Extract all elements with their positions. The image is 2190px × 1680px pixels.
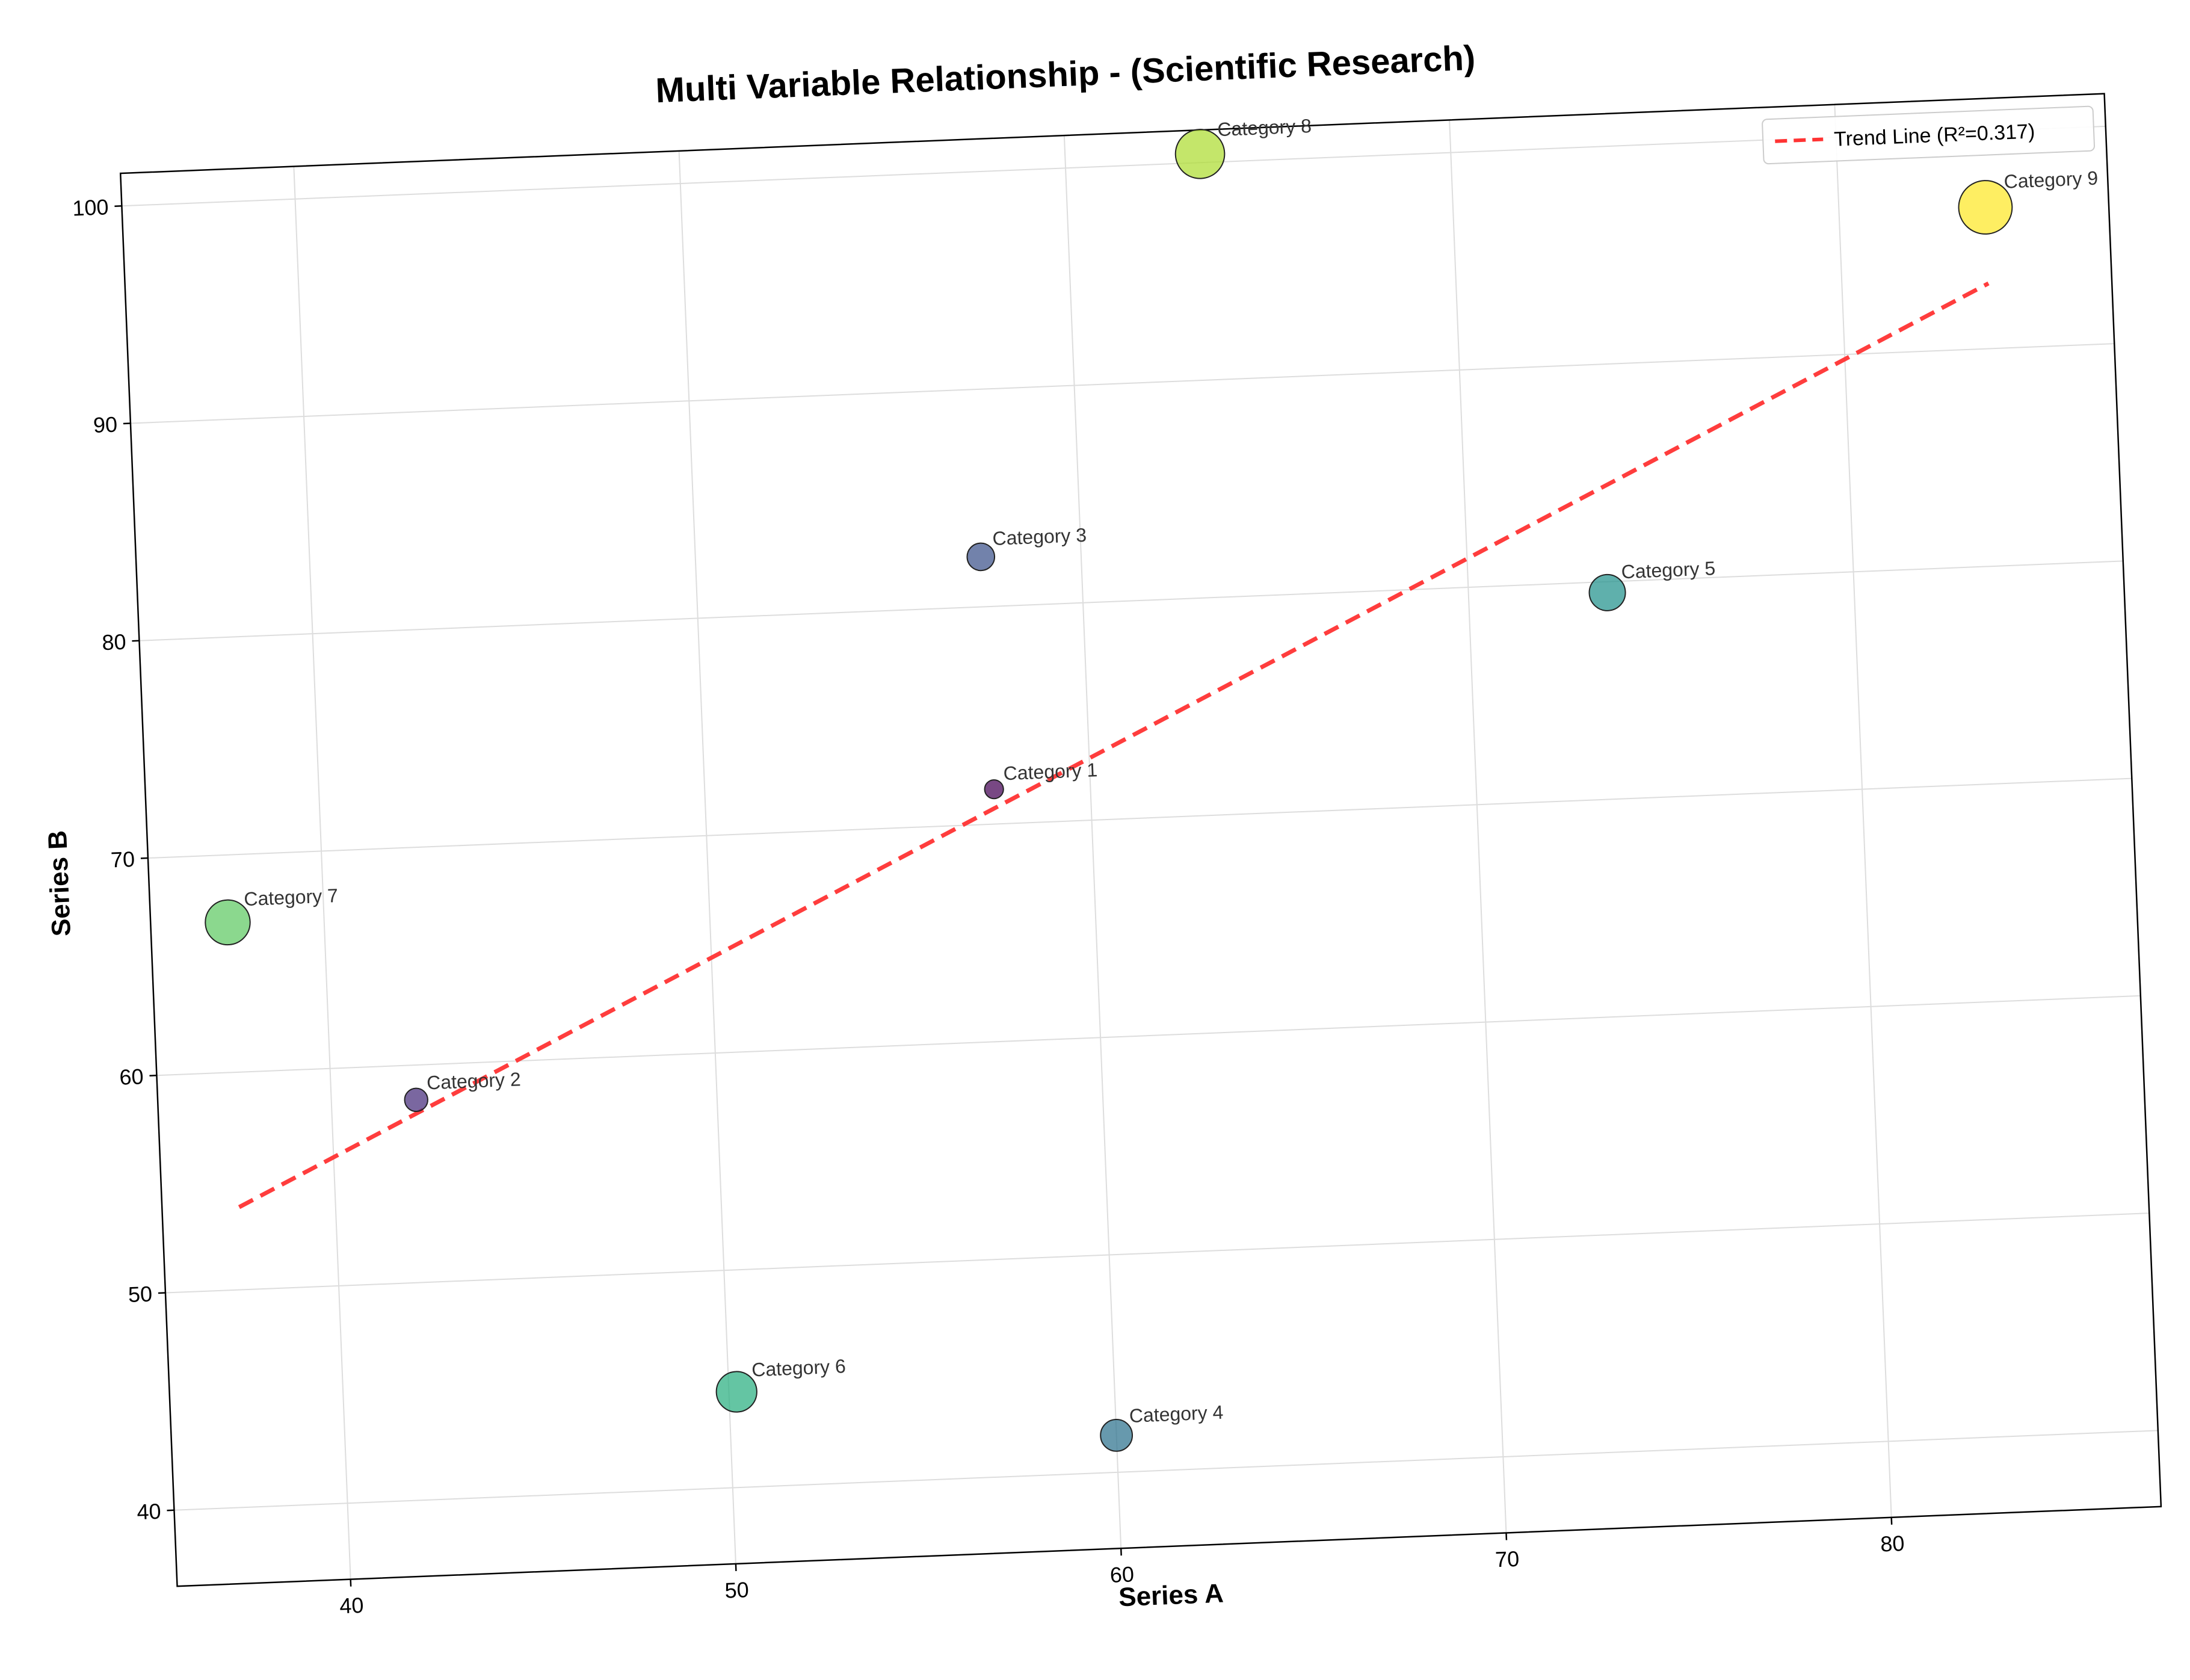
scatter-point [1174,129,1226,179]
point-label: Category 7 [244,885,339,910]
x-grid-line [1449,120,1507,1533]
point-label: Category 5 [1621,557,1716,582]
scatter-point [205,899,251,946]
x-tick-label: 40 [339,1593,365,1619]
legend-box [1762,105,2096,165]
y-grid-line [147,777,2132,859]
point-label: Category 6 [751,1355,847,1380]
y-tick-label: 40 [137,1499,162,1525]
plot-frame [119,93,2162,1587]
scatter-point [404,1087,428,1113]
legend: Trend Line (R²=0.317) [1762,105,2096,165]
scatter-points: Category 1 Category 2 Category 3 Category 4… [205,115,2099,1452]
legend-trend-swatch [1775,137,1824,143]
x-tick-label: 80 [1880,1531,1905,1557]
x-tick-label: 50 [724,1577,750,1603]
x-grid-line [1834,104,1892,1518]
scatter-point [1588,573,1626,611]
x-tick-label: 60 [1109,1561,1135,1587]
y-tick-label: 70 [110,847,135,872]
point-label: Category 9 [2003,167,2099,193]
chart-title: Multi Variable Relationship - (Scientifi… [655,39,1476,111]
y-tick-label: 100 [72,194,110,220]
trend-line-layer [238,281,1990,1209]
point-label: Category 1 [1003,759,1098,784]
scatter-point [984,779,1004,800]
y-tick-label: 80 [102,629,127,655]
y-grid-line [165,1212,2150,1294]
scatter-point [715,1371,757,1413]
y-grid-line [139,560,2123,641]
x-grid-line [678,150,736,1564]
x-axis-label: Series A [1118,1578,1224,1612]
y-axis-label: Series B [43,830,76,937]
y-tick-label: 50 [128,1281,153,1307]
point-label: Category 2 [426,1068,521,1093]
plot-area [120,93,2161,1587]
scatter-point [1958,180,2013,235]
y-tick-label: 60 [119,1064,144,1090]
point-label: Category 4 [1129,1401,1224,1427]
point-label: Category 3 [992,524,1087,549]
trend-line [238,281,1990,1209]
y-tick-label: 90 [93,412,118,437]
scatter-point [1100,1418,1134,1452]
axis-ticks: 40 50 60 70 80 40 50 60 70 80 90 100 [72,194,1905,1619]
y-grid-line [156,995,2141,1076]
x-grid-line [1063,135,1122,1549]
x-tick-label: 70 [1494,1546,1520,1572]
plot-rotation-group: Multi Variable Relationship - (Scientifi… [43,39,2162,1619]
y-grid-line [130,343,2115,424]
x-grid-line [293,166,351,1580]
point-label: Category 8 [1217,115,1312,140]
y-grid-line [174,1430,2158,1511]
grid [122,104,2158,1580]
scatter-point [966,542,996,572]
